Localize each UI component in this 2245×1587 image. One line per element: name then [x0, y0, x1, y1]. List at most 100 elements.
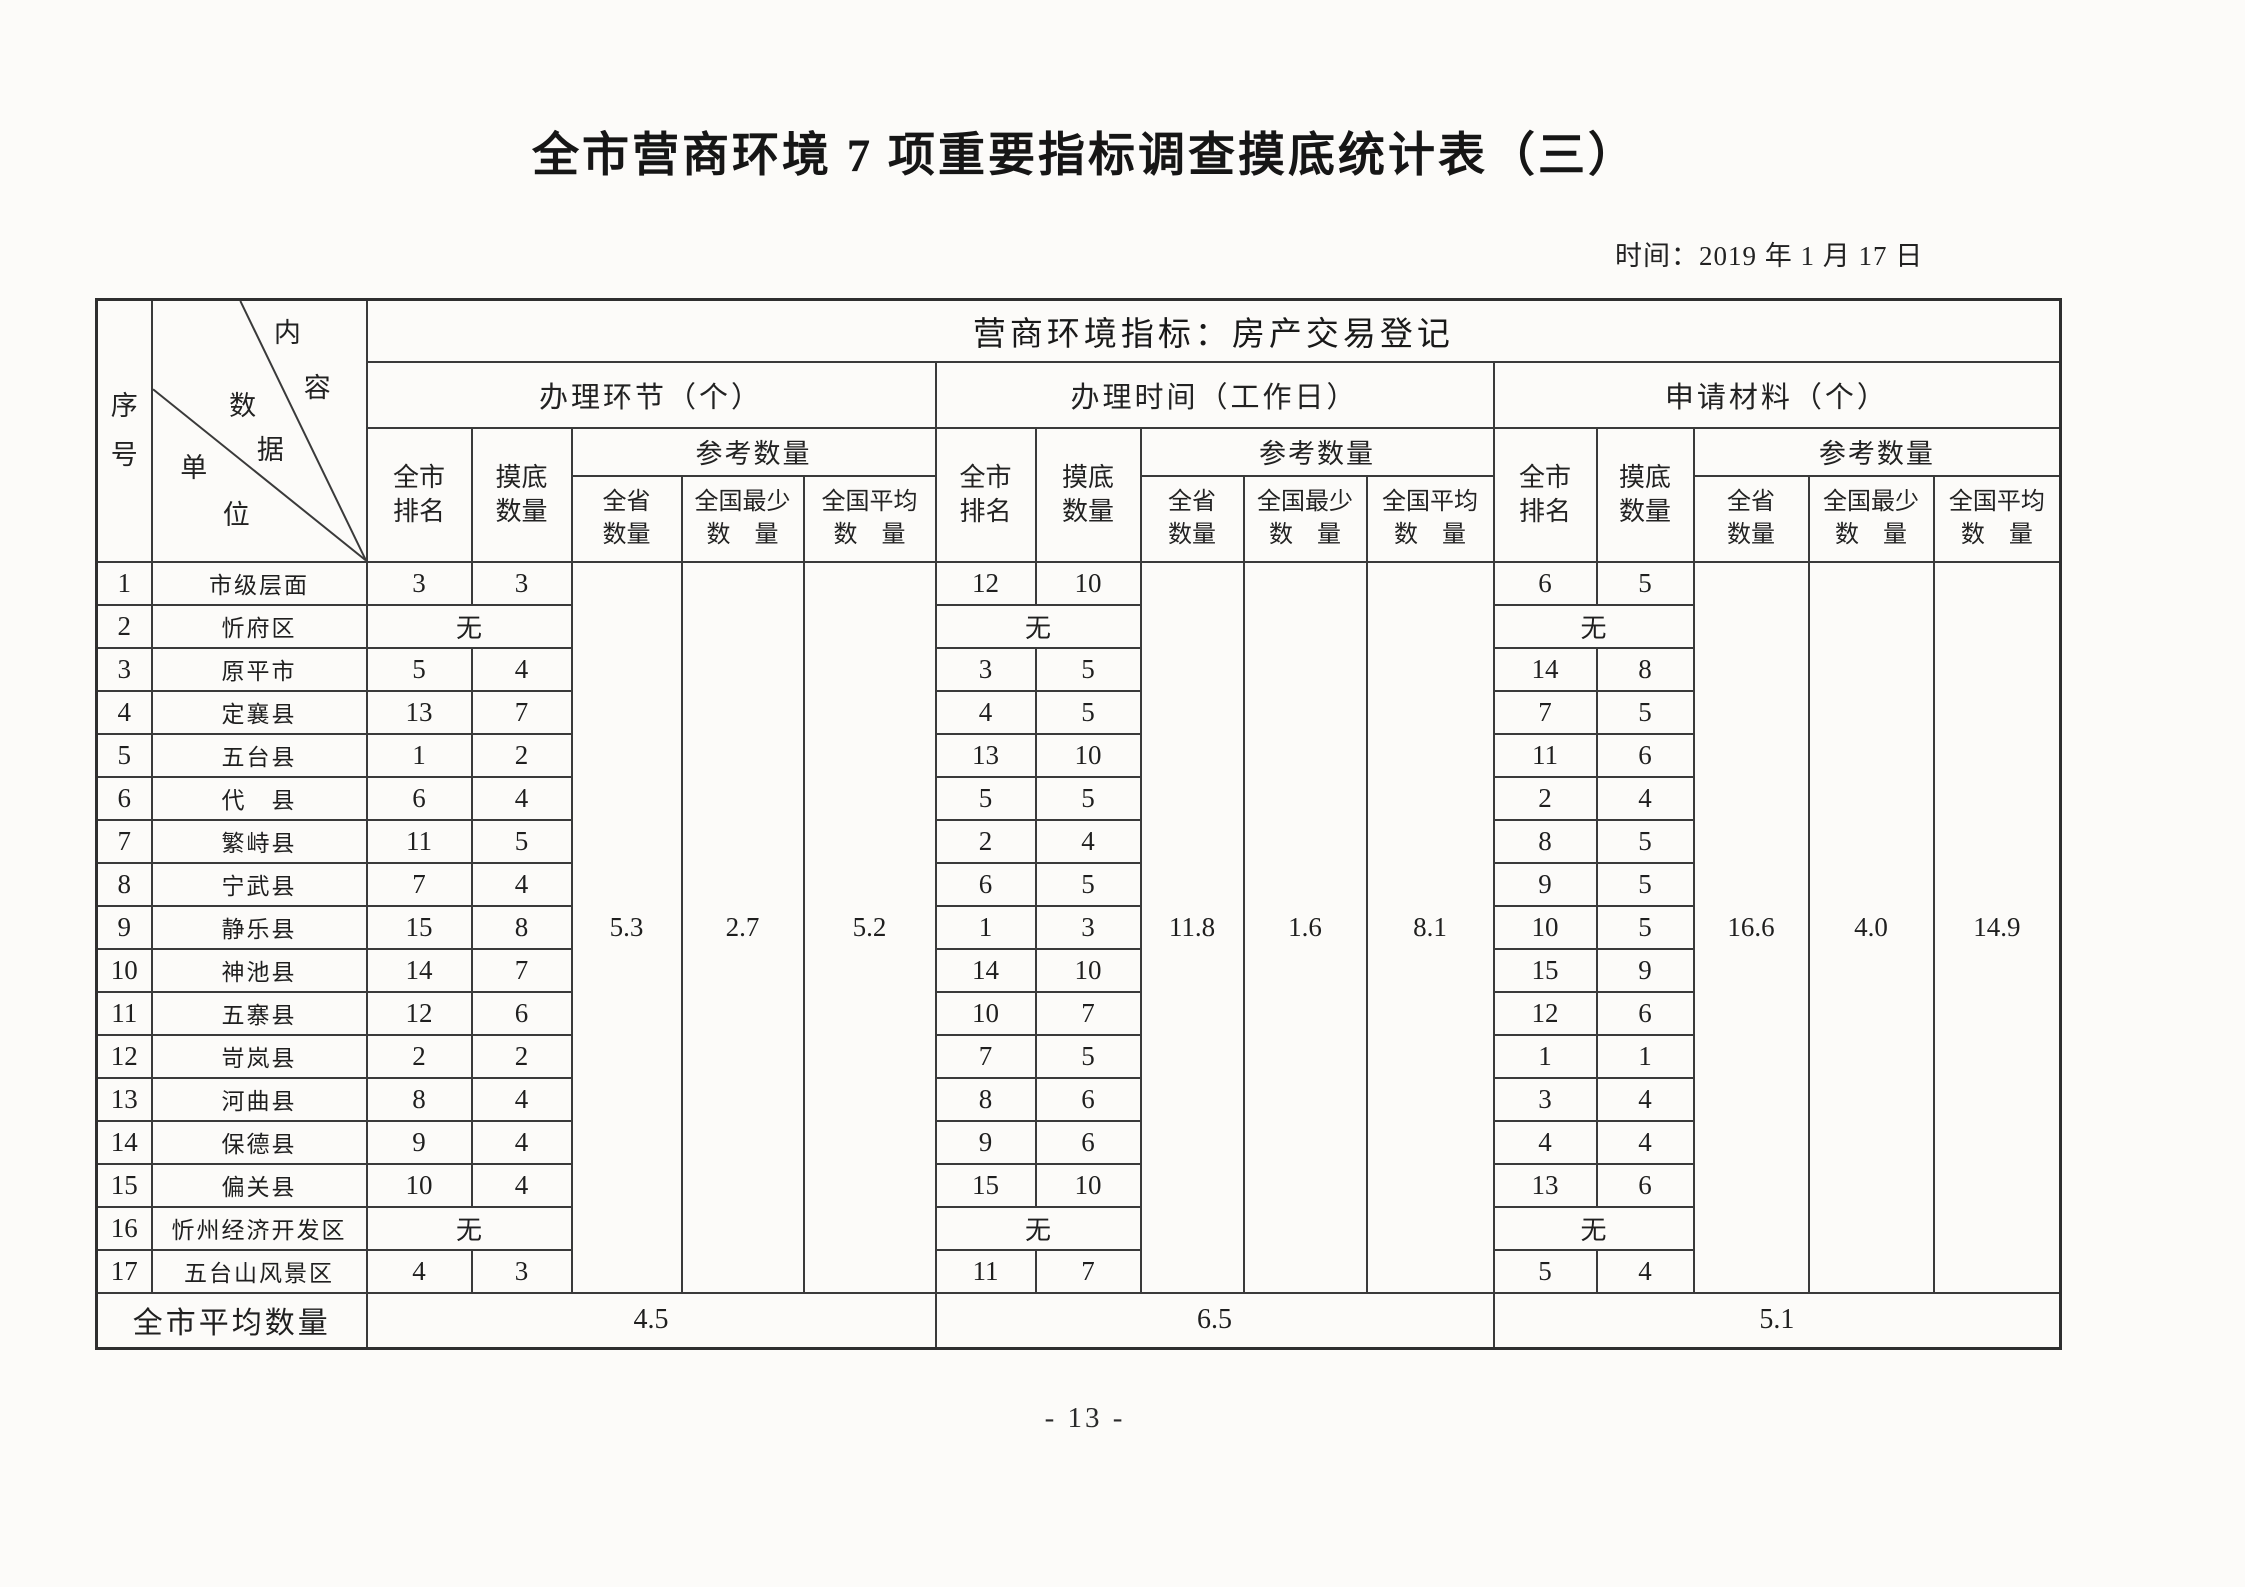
survey-count-cell: 8	[470, 904, 573, 950]
survey-count-cell: 7	[470, 947, 573, 993]
city-rank-cell: 8	[1492, 818, 1598, 864]
survey-count-cell: 8	[1595, 646, 1695, 692]
survey-count-cell: 6	[1595, 732, 1695, 778]
city-rank-cell: 15	[365, 904, 473, 950]
unit-name: 原平市	[150, 646, 368, 692]
row-index: 8	[95, 861, 153, 907]
no-data-cell: 无	[365, 603, 573, 649]
city-rank-cell: 1	[934, 904, 1037, 950]
city-rank-cell: 6	[1492, 560, 1598, 606]
survey-count-cell: 2	[470, 732, 573, 778]
city-rank-cell: 8	[934, 1076, 1037, 1122]
reference-value-cell: 1.6	[1242, 560, 1368, 1294]
unit-name: 繁峙县	[150, 818, 368, 864]
table-footer: 全市平均数量 4.5 6.5 5.1	[95, 1291, 2062, 1350]
city-rank-cell: 6	[934, 861, 1037, 907]
survey-count-cell: 5	[1595, 560, 1695, 606]
unit-name: 宁武县	[150, 861, 368, 907]
table-row: 10 神池县 14 7 14 10 15 9	[95, 947, 2061, 993]
table-row: 17 五台山风景区 4 3 11 7 5 4	[95, 1248, 2061, 1294]
col-header-province: 全省 数量	[1692, 474, 1810, 563]
survey-count-cell: 6	[1034, 1076, 1142, 1122]
row-index: 9	[95, 904, 153, 950]
col-header-reference: 参考数量	[1692, 426, 2062, 477]
table-row: 12 岢岚县 2 2 7 5 1 1	[95, 1033, 2061, 1079]
unit-name: 静乐县	[150, 904, 368, 950]
survey-count-cell: 7	[1034, 1248, 1142, 1294]
city-rank-cell: 13	[365, 689, 473, 735]
city-rank-cell: 2	[365, 1033, 473, 1079]
survey-count-cell: 10	[1034, 947, 1142, 993]
survey-count-cell: 5	[1034, 861, 1142, 907]
survey-count-cell: 5	[1595, 904, 1695, 950]
unit-name: 保德县	[150, 1119, 368, 1165]
city-rank-cell: 15	[934, 1162, 1037, 1208]
city-rank-cell: 14	[934, 947, 1037, 993]
col-header-survey-count: 摸底 数量	[1034, 426, 1142, 563]
city-rank-cell: 5	[1492, 1248, 1598, 1294]
survey-count-cell: 2	[470, 1033, 573, 1079]
col-header-survey-count: 摸底 数量	[1595, 426, 1695, 563]
col-header-province: 全省 数量	[1139, 474, 1245, 563]
diag-char: 容	[303, 372, 331, 403]
table-row: 13 河曲县 8 4 8 6 3 4	[95, 1076, 2061, 1122]
col-header-national-avg: 全国平均 数 量	[1365, 474, 1495, 563]
row-index: 1	[95, 560, 153, 606]
table-row: 16 忻州经济开发区无无无	[95, 1205, 2061, 1251]
city-rank-cell: 11	[934, 1248, 1037, 1294]
average-value-time: 6.5	[934, 1291, 1495, 1350]
row-index: 15	[95, 1162, 153, 1208]
table-row: 15 偏关县 10 4 15 10 13 6	[95, 1162, 2061, 1208]
survey-count-cell: 7	[470, 689, 573, 735]
table-row: 3 原平市 5 4 3 5 14 8	[95, 646, 2061, 692]
col-header-national-min: 全国最少 数 量	[1242, 474, 1368, 563]
corner-diagonal-header: 内 容 数 据 单 位	[150, 298, 368, 563]
unit-name: 岢岚县	[150, 1033, 368, 1079]
col-header-national-min: 全国最少 数 量	[1807, 474, 1935, 563]
survey-count-cell: 5	[470, 818, 573, 864]
city-rank-cell: 1	[1492, 1033, 1598, 1079]
unit-name: 神池县	[150, 947, 368, 993]
survey-count-cell: 9	[1595, 947, 1695, 993]
col-header-survey-count: 摸底 数量	[470, 426, 573, 563]
col-header-national-avg: 全国平均 数 量	[1932, 474, 2062, 563]
city-rank-cell: 12	[365, 990, 473, 1036]
unit-name: 忻州经济开发区	[150, 1205, 368, 1251]
col-header-city-rank: 全市 排名	[934, 426, 1037, 563]
row-index: 16	[95, 1205, 153, 1251]
city-rank-cell: 4	[1492, 1119, 1598, 1165]
survey-count-cell: 10	[1034, 1162, 1142, 1208]
row-index: 13	[95, 1076, 153, 1122]
survey-count-cell: 10	[1034, 732, 1142, 778]
city-rank-cell: 10	[1492, 904, 1598, 950]
unit-name: 偏关县	[150, 1162, 368, 1208]
survey-count-cell: 6	[1595, 990, 1695, 1036]
survey-count-cell: 4	[1595, 775, 1695, 821]
table-row: 9 静乐县 15 8 1 3 10 5	[95, 904, 2061, 950]
city-rank-cell: 2	[934, 818, 1037, 864]
survey-count-cell: 4	[470, 861, 573, 907]
stats-table: 序 号 内 容 数 据 单 位 营商环境指标：房产交易登记 办理环节（个） 办理…	[95, 298, 2063, 1350]
diag-char: 单	[180, 453, 208, 484]
date-label: 时间：2019 年 1 月 17 日	[1615, 241, 1924, 271]
survey-count-cell: 6	[1595, 1162, 1695, 1208]
row-index: 7	[95, 818, 153, 864]
page-number: - 13 -	[1044, 1402, 1126, 1434]
table-row: 4 定襄县 13 7 4 5 7 5	[95, 689, 2061, 735]
city-rank-cell: 12	[1492, 990, 1598, 1036]
reference-value-cell: 14.9	[1932, 560, 2062, 1294]
city-rank-cell: 1	[365, 732, 473, 778]
survey-count-cell: 4	[1034, 818, 1142, 864]
survey-count-cell: 1	[1595, 1033, 1695, 1079]
row-index: 5	[95, 732, 153, 778]
city-rank-cell: 9	[365, 1119, 473, 1165]
survey-count-cell: 10	[1034, 560, 1142, 606]
city-rank-cell: 7	[365, 861, 473, 907]
city-rank-cell: 9	[1492, 861, 1598, 907]
survey-count-cell: 4	[1595, 1119, 1695, 1165]
row-index: 12	[95, 1033, 153, 1079]
survey-count-cell: 5	[1034, 646, 1142, 692]
unit-name: 五台县	[150, 732, 368, 778]
row-index: 14	[95, 1119, 153, 1165]
survey-count-cell: 4	[1595, 1076, 1695, 1122]
